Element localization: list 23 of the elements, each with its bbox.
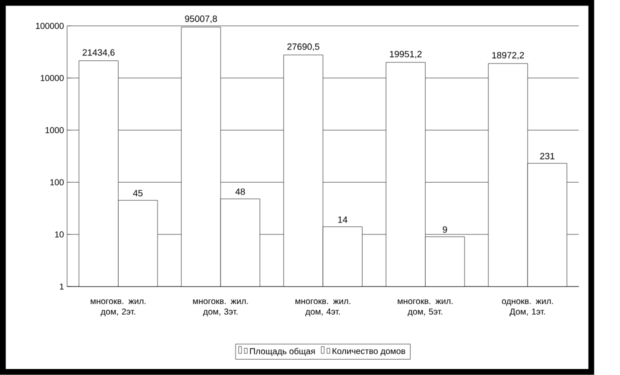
data-label: 95007,8 — [184, 16, 217, 24]
legend-label: Площадь общая — [250, 348, 315, 356]
legend-label: Количество домов — [332, 348, 406, 356]
y-tick-label: 1000 — [46, 127, 64, 134]
y-tick-label: 100000 — [36, 22, 64, 30]
x-tick-label: многокв. жил. дом, 5эт. — [398, 300, 453, 316]
data-label: 9 — [442, 226, 448, 233]
data-label: 14 — [338, 216, 348, 223]
x-tick-label: многокв. жил. дом, 3эт. — [193, 300, 248, 316]
x-tick-label: многокв. жил. дом, 4эт. — [295, 300, 350, 316]
y-tick-label: 10000 — [40, 75, 64, 82]
x-tick-label: многокв. жил. дом, 2эт. — [90, 300, 146, 316]
y-tick-label: 10 — [55, 232, 64, 238]
x-tick-label: однокв. жил. Дом, 1эт. — [502, 300, 553, 316]
data-label: 48 — [235, 188, 245, 196]
data-label: 27690,5 — [287, 44, 320, 52]
y-tick-label: 1 — [60, 284, 64, 290]
data-label: 21434,6 — [82, 49, 115, 57]
data-label: 231 — [540, 153, 554, 160]
y-tick-label: 100 — [50, 179, 64, 186]
data-label: 19951,2 — [390, 51, 422, 59]
data-label: 18972,2 — [492, 52, 524, 60]
data-label: 45 — [133, 190, 143, 196]
